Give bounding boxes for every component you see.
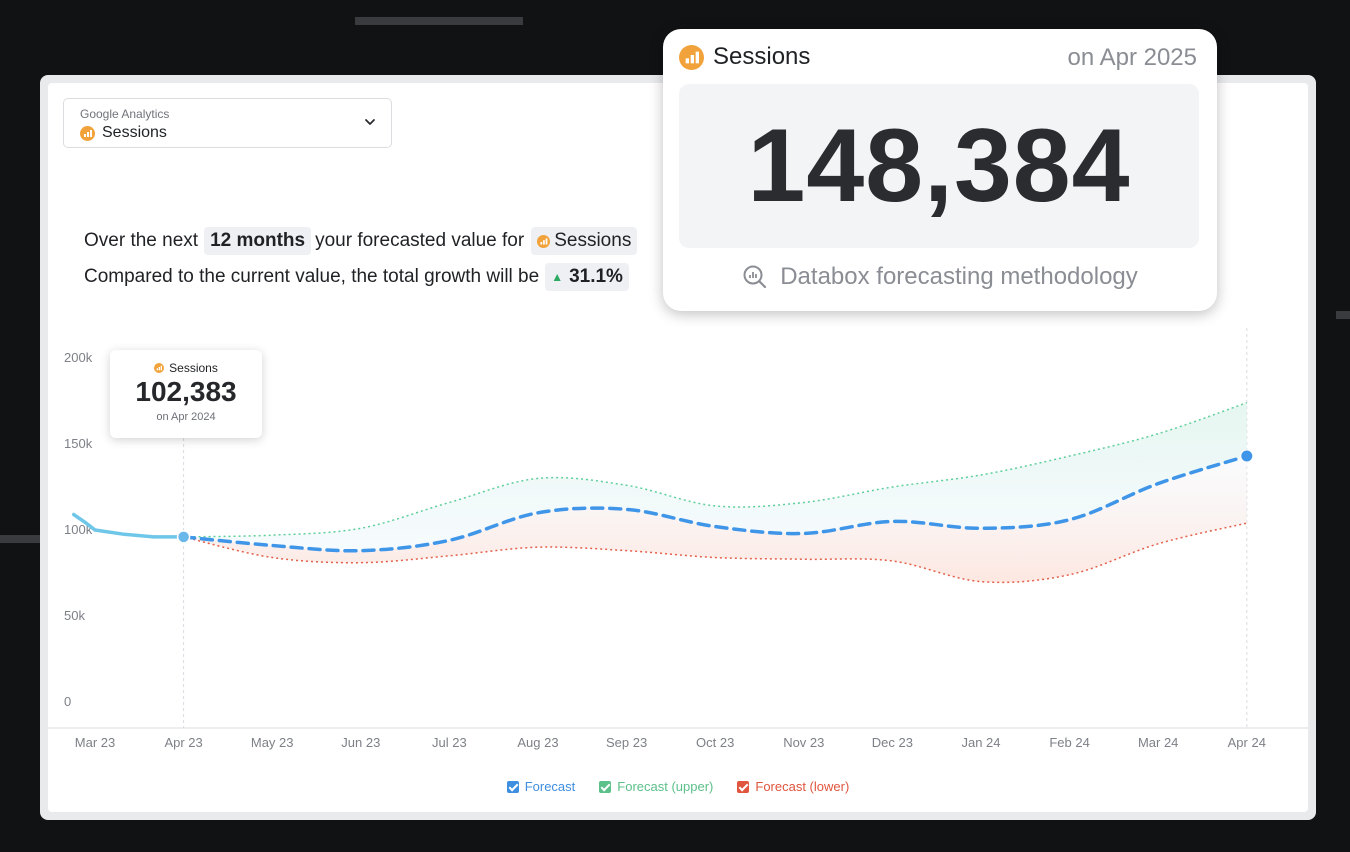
forecast-value: 148,384 [747, 107, 1131, 224]
x-tick-label: Oct 23 [696, 735, 734, 750]
lower-band-area [183, 456, 1247, 583]
x-tick-label: Apr 24 [1228, 735, 1266, 750]
forecast-end-point [1240, 449, 1254, 463]
x-tick-label: Dec 23 [872, 735, 913, 750]
legend-item-forecast-upper[interactable]: Forecast (upper) [599, 779, 713, 794]
checkbox-icon [506, 780, 519, 793]
data-point-tooltip: Sessions 102,383 on Apr 2024 [110, 350, 262, 438]
current-value-point [176, 530, 191, 544]
growth-badge: ▲ 31.1% [545, 263, 629, 291]
x-tick-label: Aug 23 [517, 735, 558, 750]
metric-badge: Sessions [531, 227, 638, 255]
forecast-summary-line-2: Compared to the current value, the total… [84, 263, 633, 291]
period-badge: 12 months [204, 227, 312, 255]
forecast-lower-line [183, 522, 1247, 584]
search-chart-icon [743, 265, 767, 289]
x-tick-label: Jul 23 [432, 735, 467, 750]
y-tick-label: 100k [64, 522, 93, 537]
chevron-down-icon [365, 119, 375, 125]
actual-line [71, 512, 186, 539]
checkbox-icon [599, 780, 612, 793]
selected-metric: Sessions [102, 124, 167, 141]
google-analytics-icon [154, 363, 165, 373]
x-tick-label: Sep 23 [606, 735, 647, 750]
x-tick-label: Apr 23 [164, 735, 202, 750]
forecast-line [181, 454, 1249, 553]
background-decoration [0, 535, 40, 543]
forecast-chart: 0 50k 100k 150k 200k Mar 23 Apr 23 May 23 Jun 23… [48, 328, 1308, 750]
x-tick-label: Mar 24 [1138, 735, 1178, 750]
y-tick-label: 0 [64, 694, 71, 709]
arrow-up-icon: ▲ [551, 270, 564, 284]
popup-date: on Apr 2025 [1067, 44, 1197, 71]
google-analytics-icon [80, 125, 95, 141]
forecast-value-popup: Sessions on Apr 2025 148,384 Databox for… [663, 29, 1217, 311]
checkbox-icon [737, 780, 750, 793]
legend-item-forecast[interactable]: Forecast [506, 779, 575, 794]
background-decoration [1336, 311, 1350, 319]
popup-metric: Sessions [713, 43, 811, 70]
y-tick-label: 200k [64, 350, 93, 365]
background-decoration [355, 17, 523, 25]
forecast-upper-line [183, 402, 1248, 538]
y-tick-label: 50k [64, 608, 85, 623]
metric-dropdown[interactable]: Google Analytics Sessions [63, 98, 392, 148]
chart-legend: Forecast Forecast (upper) Forecast (lowe… [48, 779, 1308, 794]
forecast-summary-line-1: Over the next 12 months your forecasted … [84, 227, 641, 255]
x-tick-label: Feb 24 [1049, 735, 1089, 750]
x-tick-label: Jan 24 [961, 735, 1000, 750]
data-source-label: Google Analytics [80, 107, 170, 121]
methodology-link[interactable]: Databox forecasting methodology [663, 263, 1217, 291]
legend-item-forecast-lower[interactable]: Forecast (lower) [737, 779, 849, 794]
x-tick-label: Jun 23 [341, 735, 380, 750]
y-tick-label: 150k [64, 436, 93, 451]
x-tick-label: Mar 23 [75, 735, 115, 750]
google-analytics-icon [537, 234, 551, 248]
google-analytics-icon [679, 44, 704, 70]
tooltip-date: on Apr 2024 [156, 411, 216, 423]
popup-value-box: 148,384 [679, 84, 1199, 248]
tooltip-value: 102,383 [135, 376, 237, 407]
x-tick-label: May 23 [251, 735, 294, 750]
tooltip-metric: Sessions [169, 361, 218, 375]
upper-band-area [183, 402, 1247, 551]
x-tick-label: Nov 23 [783, 735, 824, 750]
